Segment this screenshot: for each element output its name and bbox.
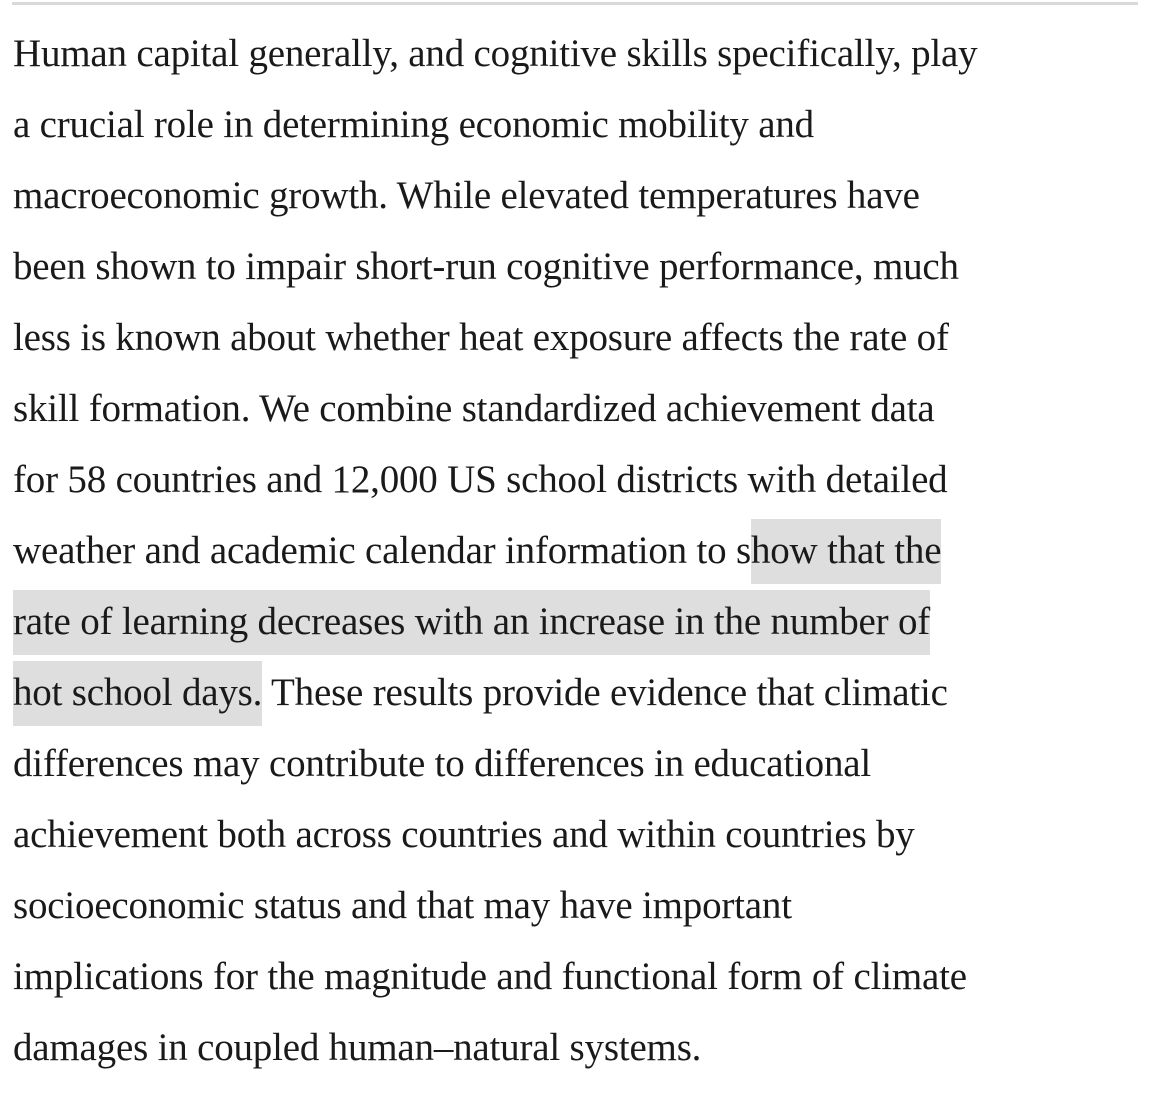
abstract-line: macroeconomic growth. While elevated tem… xyxy=(13,174,920,217)
abstract-line: skill formation. We combine standardized… xyxy=(13,387,935,430)
top-divider xyxy=(12,2,1138,5)
highlighted-text[interactable]: hot school days. xyxy=(13,661,262,726)
abstract-line: socioeconomic status and that may have i… xyxy=(13,884,792,927)
abstract-line: differences may contribute to difference… xyxy=(13,742,871,785)
abstract-line: been shown to impair short-run cognitive… xyxy=(13,245,959,288)
abstract-text-segment: weather and academic calendar informatio… xyxy=(13,529,751,572)
abstract-line: rate of learning decreases with an incre… xyxy=(13,586,1153,657)
abstract-line: a crucial role in determining economic m… xyxy=(13,103,814,146)
abstract-text: Human capital generally, and cognitive s… xyxy=(13,18,1153,1083)
abstract-line: achievement both across countries and wi… xyxy=(13,813,915,856)
highlighted-text[interactable]: how that the xyxy=(750,519,942,584)
abstract-line: weather and academic calendar informatio… xyxy=(13,515,1153,586)
highlighted-text[interactable]: rate of learning decreases with an incre… xyxy=(13,590,930,655)
abstract-line: less is known about whether heat exposur… xyxy=(13,316,949,359)
abstract-line: damages in coupled human–natural systems… xyxy=(13,1026,702,1069)
abstract-line: Human capital generally, and cognitive s… xyxy=(13,32,978,75)
abstract-line: hot school days. These results provide e… xyxy=(13,657,1153,728)
abstract-line: implications for the magnitude and funct… xyxy=(13,955,967,998)
abstract-line: for 58 countries and 12,000 US school di… xyxy=(13,458,948,501)
abstract-text-segment: These results provide evidence that clim… xyxy=(262,671,948,714)
